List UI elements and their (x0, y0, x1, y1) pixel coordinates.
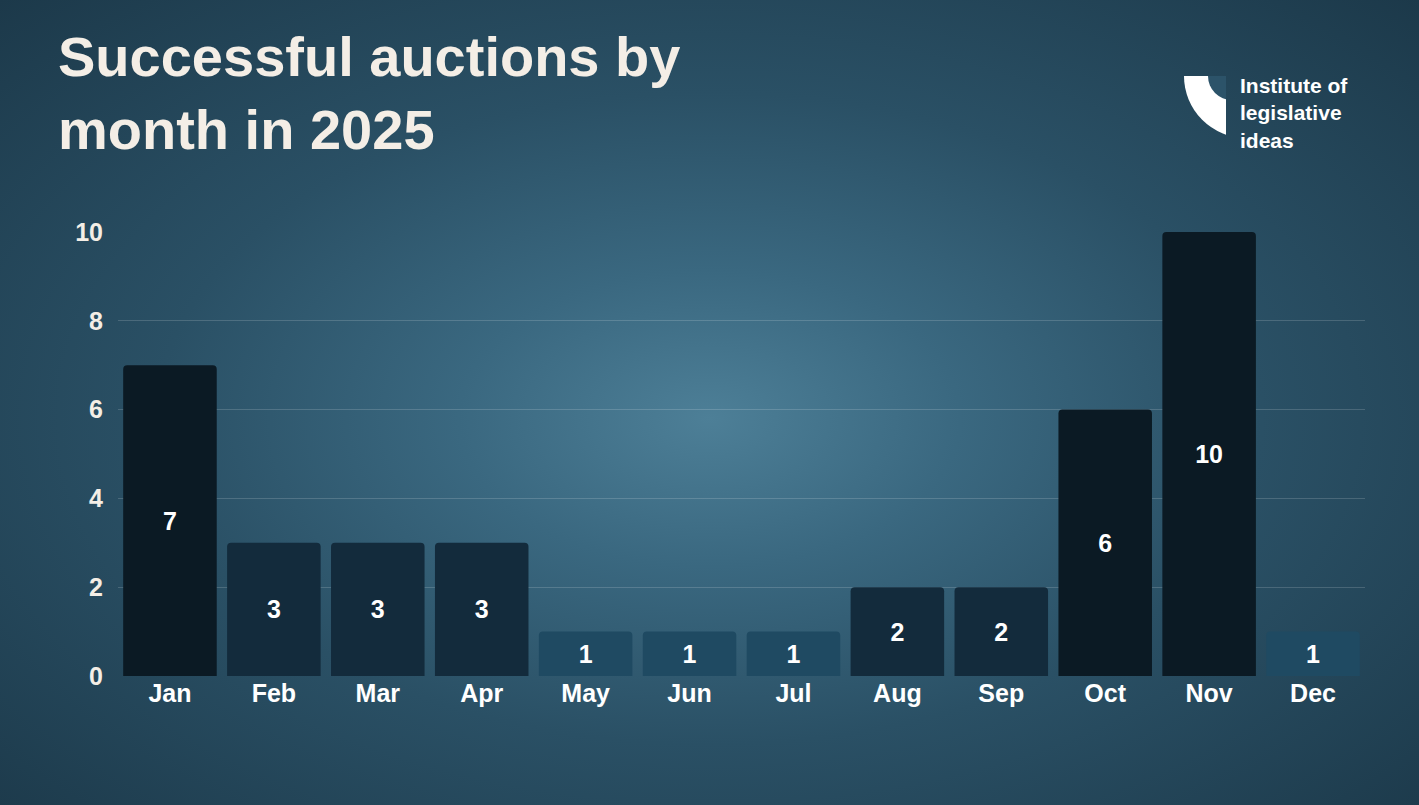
svg-text:Aug: Aug (873, 679, 922, 707)
svg-text:4: 4 (89, 484, 103, 512)
svg-text:Feb: Feb (252, 679, 296, 707)
svg-text:7: 7 (163, 507, 177, 535)
svg-text:3: 3 (475, 595, 489, 623)
svg-text:Oct: Oct (1084, 679, 1126, 707)
svg-text:2: 2 (89, 573, 103, 601)
svg-text:1: 1 (1306, 640, 1320, 668)
svg-text:Jun: Jun (667, 679, 711, 707)
svg-text:Dec: Dec (1290, 679, 1336, 707)
svg-text:6: 6 (89, 395, 103, 423)
svg-text:May: May (561, 679, 610, 707)
svg-text:2: 2 (994, 618, 1008, 646)
svg-text:Apr: Apr (460, 679, 503, 707)
svg-text:Successful auctions bymonth in: Successful auctions bymonth in 2025 (58, 25, 680, 161)
svg-text:1: 1 (579, 640, 593, 668)
svg-text:3: 3 (371, 595, 385, 623)
svg-text:Nov: Nov (1186, 679, 1233, 707)
svg-text:Jan: Jan (148, 679, 191, 707)
svg-text:1: 1 (786, 640, 800, 668)
svg-text:10: 10 (75, 218, 103, 246)
svg-text:3: 3 (267, 595, 281, 623)
svg-text:Institute oflegislativeideas: Institute oflegislativeideas (1240, 74, 1348, 152)
svg-text:Sep: Sep (978, 679, 1024, 707)
svg-text:Mar: Mar (356, 679, 401, 707)
svg-text:2: 2 (890, 618, 904, 646)
svg-text:8: 8 (89, 307, 103, 335)
svg-text:0: 0 (89, 662, 103, 690)
svg-text:1: 1 (683, 640, 697, 668)
svg-text:Jul: Jul (775, 679, 811, 707)
svg-text:10: 10 (1195, 440, 1223, 468)
svg-text:6: 6 (1098, 529, 1112, 557)
